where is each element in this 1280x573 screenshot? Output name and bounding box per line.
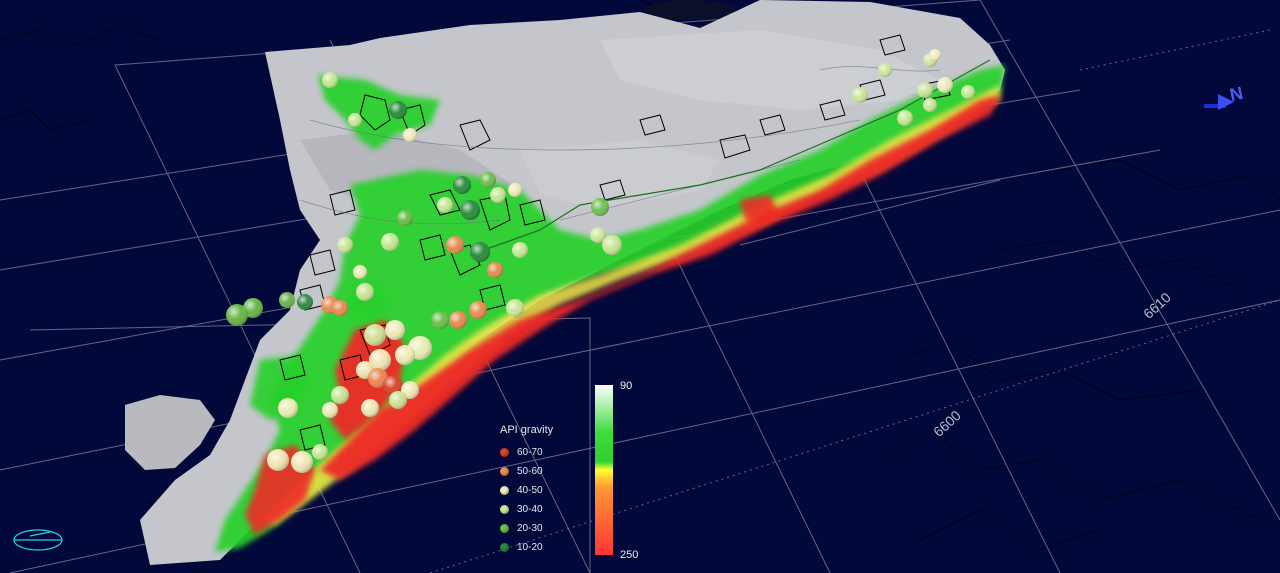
well-marker-shading [961, 85, 975, 99]
well-marker-shading [364, 324, 386, 346]
well-marker-shading [929, 49, 941, 61]
legend-item: 60-70 [500, 446, 543, 458]
colorbar [595, 385, 613, 555]
well-marker-shading [512, 242, 528, 258]
well-marker-shading [506, 299, 524, 317]
well-marker-shading [291, 451, 313, 473]
colorbar-max-label: 90 [620, 380, 633, 392]
well-marker-shading [243, 298, 263, 318]
well-marker-shading [267, 449, 289, 471]
well-marker-shading [368, 368, 388, 388]
well-marker-shading [508, 183, 522, 197]
dotted-boundary [429, 29, 1280, 573]
legend-label: 10-20 [517, 541, 543, 553]
well-marker-shading [331, 386, 349, 404]
well-marker-shading [278, 398, 298, 418]
well-marker-shading [322, 72, 338, 88]
well-marker-shading [917, 82, 933, 98]
well-marker-shading [591, 198, 609, 216]
well-marker-shading [369, 349, 391, 371]
legend-swatch [500, 542, 509, 552]
well-marker-shading [337, 237, 353, 253]
well-marker-shading [449, 311, 467, 329]
well-marker-shading [383, 375, 403, 395]
well-marker-shading [397, 210, 413, 226]
well-marker-shading [348, 113, 362, 127]
legend-swatch [500, 466, 509, 476]
well-marker-shading [403, 128, 417, 142]
well-marker-shading [431, 311, 449, 329]
well-marker-shading [487, 262, 503, 278]
trend-line [469, 59, 991, 256]
legend-item: 20-30 [500, 522, 543, 534]
well-marker-shading [389, 101, 407, 119]
well-marker-shading [490, 187, 506, 203]
colorbar-min-label: 250 [620, 549, 639, 561]
legend-item: 10-20 [500, 541, 543, 553]
well-marker-shading [389, 391, 407, 409]
well-marker-shading [361, 399, 379, 417]
well-marker-shading [602, 235, 622, 255]
view-compass-icon[interactable] [13, 529, 63, 551]
well-marker-shading [226, 304, 248, 326]
well-marker-shading [878, 63, 892, 77]
legend-swatch [500, 485, 509, 495]
legend-label: 60-70 [517, 446, 543, 458]
legend-label: 40-50 [517, 484, 543, 496]
well-marker-shading [332, 300, 348, 316]
well-marker-shading [322, 402, 338, 418]
legend-swatch [500, 447, 509, 457]
well-marker-shading [852, 87, 868, 103]
legend-item: 40-50 [500, 484, 543, 496]
well-marker-shading [356, 283, 374, 301]
well-marker-shading [470, 242, 490, 262]
well-marker-shading [446, 236, 464, 254]
well-marker-shading [480, 172, 496, 188]
legend-item: 50-60 [500, 465, 543, 477]
well-markers [226, 49, 975, 473]
legend-swatch [500, 504, 509, 514]
legend-title: API gravity [500, 424, 554, 436]
well-marker-shading [297, 294, 313, 310]
legend-item: 30-40 [500, 503, 543, 515]
legend-label: 20-30 [517, 522, 543, 534]
well-marker-shading [381, 233, 399, 251]
legend-swatch [500, 523, 509, 533]
well-marker-shading [353, 265, 367, 279]
api-gravity-surface [215, 65, 1005, 552]
well-marker-shading [395, 345, 415, 365]
well-marker-shading [312, 444, 328, 460]
well-marker-shading [453, 176, 471, 194]
well-marker-shading [279, 292, 295, 308]
well-marker-shading [385, 320, 405, 340]
well-marker-shading [590, 227, 606, 243]
well-marker-shading [897, 110, 913, 126]
legend-label: 50-60 [517, 465, 543, 477]
well-marker-shading [460, 200, 480, 220]
well-marker-shading [401, 381, 419, 399]
legend-label: 30-40 [517, 503, 543, 515]
well-marker-shading [469, 301, 487, 319]
well-marker-shading [437, 197, 453, 213]
well-marker-shading [923, 98, 937, 112]
north-arrow[interactable] [1204, 94, 1234, 110]
well-marker-shading [937, 77, 953, 93]
